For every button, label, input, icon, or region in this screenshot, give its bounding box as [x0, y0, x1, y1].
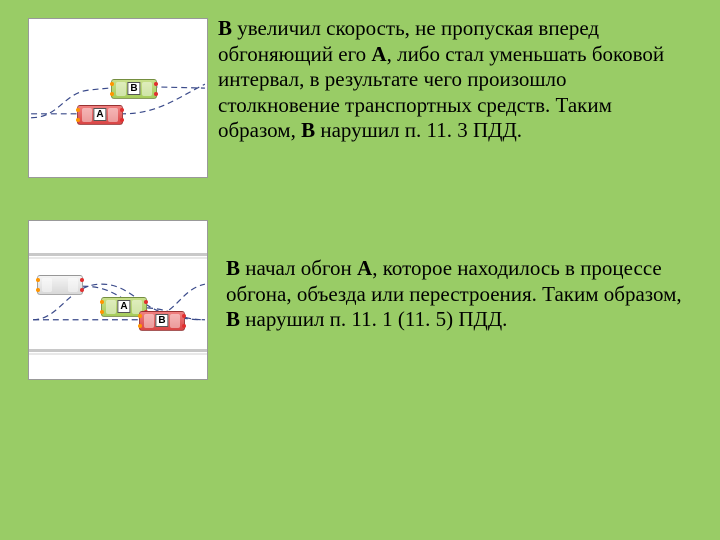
scenario-text-2: В начал обгон А, которое находилось в пр…: [226, 256, 686, 333]
scenario-block-1: BA: [28, 18, 208, 178]
scenario-text-1: В увеличил скорость, не пропуская вперед…: [218, 16, 688, 144]
road-line: [29, 349, 207, 352]
car-B: B: [111, 79, 157, 99]
car-label: B: [127, 82, 140, 95]
car-label: A: [117, 300, 130, 313]
scenario-block-2: AB: [28, 220, 208, 380]
car-white: [37, 275, 83, 295]
car-label: A: [93, 108, 106, 121]
car-A: A: [77, 105, 123, 125]
road-line: [29, 253, 207, 256]
diagram-1: BA: [28, 18, 208, 178]
car-label: B: [155, 314, 168, 327]
diagram-2: AB: [28, 220, 208, 380]
car-B: B: [139, 311, 185, 331]
